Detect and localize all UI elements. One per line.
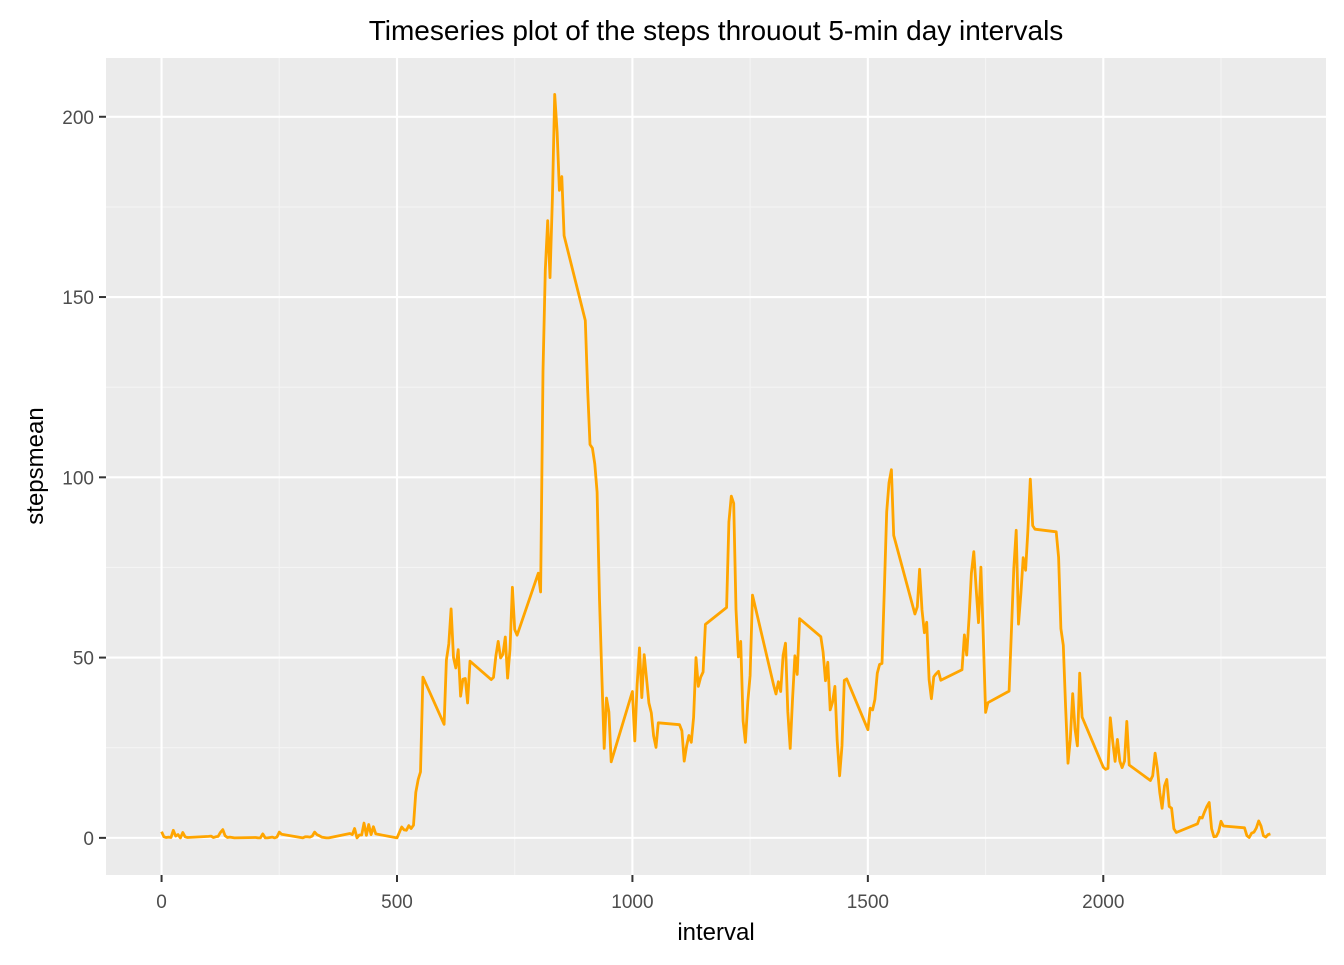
plot-panel [106, 58, 1326, 875]
y-axis-title: stepsmean [22, 407, 49, 524]
x-tick-label: 500 [381, 892, 413, 913]
major-gridlines [106, 58, 1326, 875]
x-tick-label: 1500 [847, 892, 889, 913]
x-tick-label: 1000 [611, 892, 653, 913]
x-tick-label: 0 [156, 892, 167, 913]
chart-title: Timeseries plot of the steps throuout 5-… [369, 15, 1064, 46]
y-tick-label: 200 [62, 108, 94, 129]
y-tick-label: 0 [83, 829, 94, 850]
x-tick-label: 2000 [1082, 892, 1124, 913]
y-tick-label: 100 [62, 468, 94, 489]
series-layer [160, 93, 1271, 840]
y-tick-label: 150 [62, 288, 94, 309]
x-axis-title: interval [677, 919, 754, 946]
x-axis: 0 500 1000 1500 2000 [156, 875, 1124, 913]
y-axis: 0 50 100 150 200 [62, 108, 106, 850]
minor-gridlines [106, 58, 1326, 875]
y-tick-label: 50 [73, 649, 94, 670]
series-line [160, 93, 1271, 840]
